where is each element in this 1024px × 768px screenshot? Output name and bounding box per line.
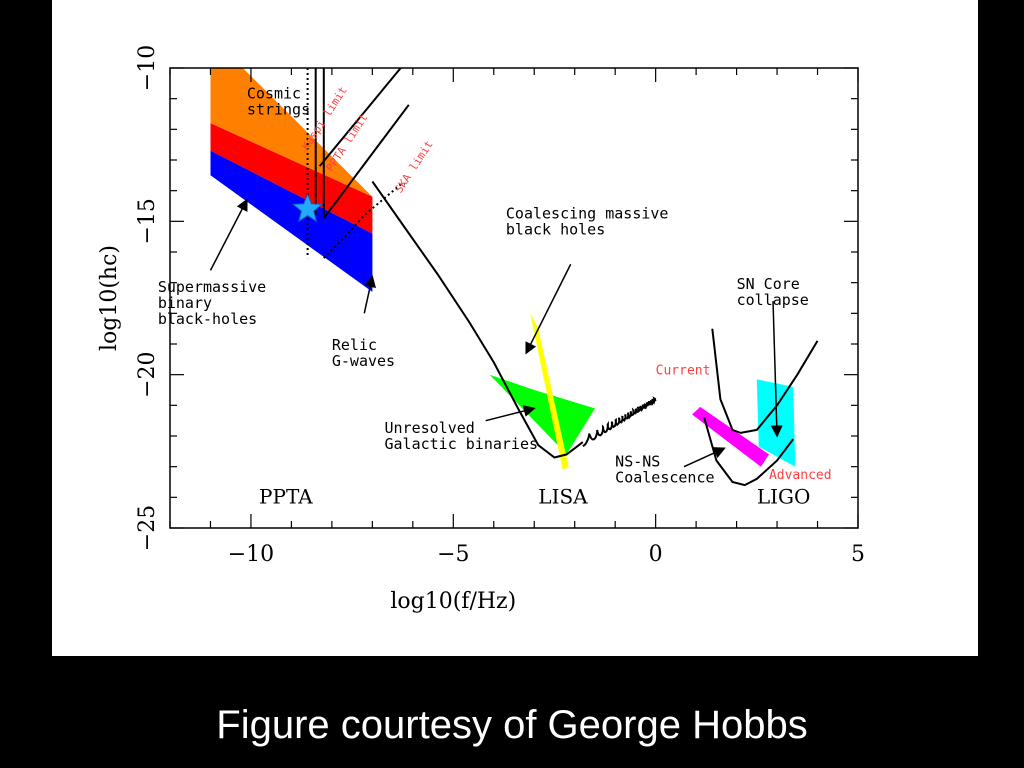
region-ns-ns-coalescence (692, 406, 769, 467)
annotation-arrow-5 (683, 447, 726, 468)
x-tick-label: 5 (851, 542, 865, 567)
curve-lisa-wiggle (582, 396, 657, 448)
plot-frame (169, 67, 859, 529)
curve-ppta-limit (322, 104, 410, 219)
annotation-line: black-holes (158, 310, 257, 328)
annotation-line: Coalescing massive (506, 204, 669, 222)
x-tick-label: −5 (437, 542, 469, 567)
annotation-line: collapse (737, 291, 809, 309)
annotation-line: Galactic binaries (384, 435, 538, 453)
detector-label-lisa: LISA (538, 484, 588, 508)
annotation-line: Advanced (769, 468, 832, 483)
annotation-line: SN Core (737, 275, 800, 293)
annotation-line: black holes (506, 220, 605, 238)
annotation-arrow-3 (485, 405, 536, 422)
annotation-line: Unresolved (384, 419, 474, 437)
x-axis-title: log10(f/Hz) (390, 589, 516, 614)
annotation-line: strings (247, 101, 310, 119)
star-icon (291, 192, 324, 223)
annotation-line: Cosmic (247, 85, 301, 103)
x-tick-label: −10 (228, 542, 274, 567)
annotation-line: Supermassive (158, 278, 266, 296)
axis-layer: −10 −5 0 5 −10 −15 −20 −25 log10(f/Hz) log10(hc) (97, 45, 865, 614)
region-supermassive-binary-black-holes (210, 150, 373, 292)
y-tick-label: −20 (135, 351, 160, 397)
annotation-arrow-2 (525, 263, 572, 355)
figure-panel: −10 −5 0 5 −10 −15 −20 −25 log10(f/Hz) log10(hc) … (52, 0, 978, 656)
annotation-arrow-4 (770, 301, 783, 438)
text-layer: PPTA LISA LIGO Cosmic strings Supermassive bin… (158, 84, 832, 508)
annotation-line: Relic (332, 336, 377, 354)
y-tick-label: −15 (135, 198, 160, 244)
annotation-advanced: Advanced (769, 468, 832, 483)
annotation-ns-ns-coalescence: NS-NS Coalescence (615, 453, 714, 487)
region-cosmic-strings (210, 68, 373, 197)
marks-layer (209, 192, 783, 468)
gw-sensitivity-chart: −10 −5 0 5−10−15−20−25log10(f/Hz)log10(hc) … (97, 45, 865, 614)
region-coalescing-massive-black-holes (530, 313, 569, 470)
curve-kaspi-limit (318, 67, 402, 167)
curves-layer (306, 67, 819, 487)
detector-label-ppta: PPTA (259, 484, 313, 508)
annotation-coalescing-massive-black-holes: Coalescing massive black holes (506, 204, 669, 238)
annotation-line: G-waves (332, 352, 395, 370)
label-ska-limit: SKA limit (392, 138, 435, 195)
annotation-relic-g-waves: Relic G-waves (332, 336, 395, 370)
curve-ligo-current (711, 328, 819, 434)
annotation-current: Current (656, 364, 711, 379)
curve-ligo-advanced (703, 417, 794, 487)
regions-layer (210, 68, 796, 470)
annotation-unresolved-galactic-binaries: Unresolved Galactic binaries (384, 419, 538, 453)
x-tick-label: 0 (649, 542, 663, 567)
annotation-line: binary (158, 294, 212, 312)
detector-label-ligo: LIGO (757, 484, 811, 508)
annotation-supermassive-binary-black-holes: Supermassive binary black-holes (158, 278, 266, 328)
y-tick-label: −25 (135, 505, 160, 551)
y-tick-label: −10 (135, 45, 160, 91)
region-unresolved-galactic-binaries (489, 374, 595, 455)
annotation-arrow-0 (209, 198, 248, 271)
slide-caption: Figure courtesy of George Hobbs (216, 703, 808, 747)
annotation-line: NS-NS (615, 453, 660, 471)
annotation-sn-core-collapse: SN Core collapse (737, 275, 809, 309)
annotation-line: Coalescence (615, 469, 714, 487)
annotation-cosmic-strings: Cosmic strings (247, 85, 310, 119)
y-axis-title: log10(hc) (97, 245, 122, 351)
annotation-arrow-1 (363, 275, 376, 314)
curve-lisa-sensitivity (371, 180, 584, 459)
annotation-line: Current (656, 364, 711, 379)
